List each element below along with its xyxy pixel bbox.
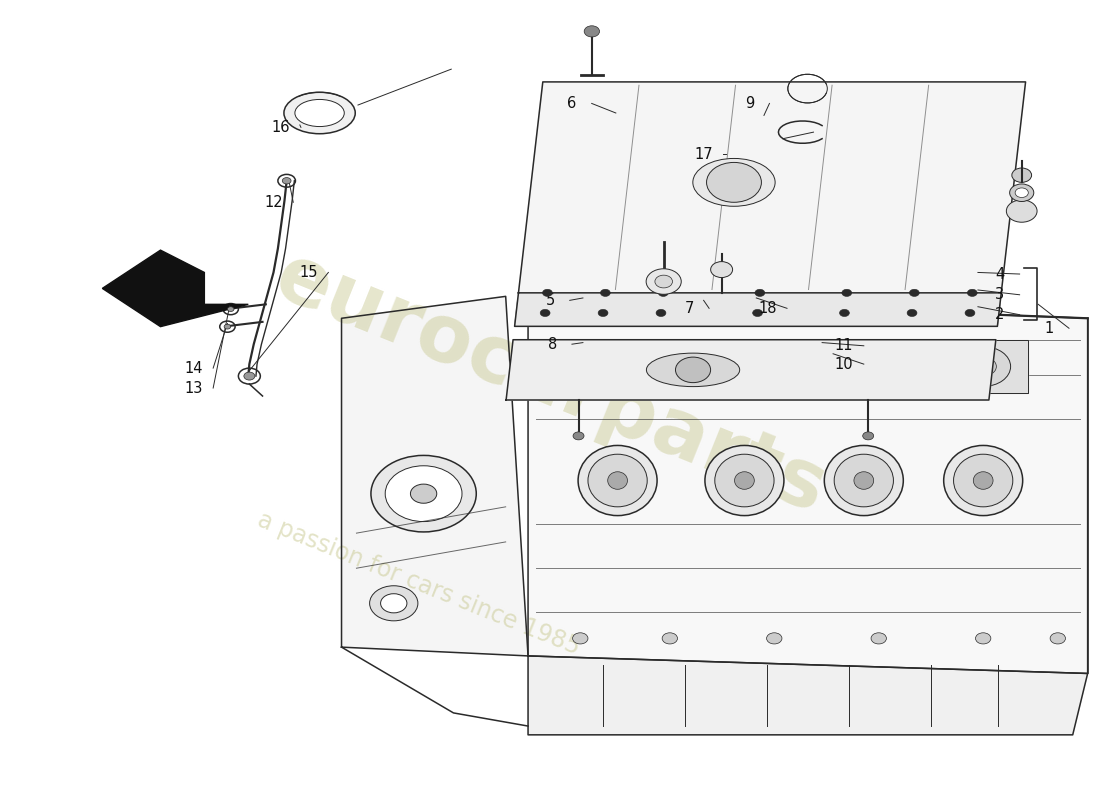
Circle shape [1015,188,1028,198]
Ellipse shape [284,92,355,134]
Circle shape [862,432,873,440]
Polygon shape [341,296,528,656]
Ellipse shape [579,446,657,515]
Ellipse shape [705,446,784,515]
Text: eurocarparts: eurocarparts [263,238,837,530]
Ellipse shape [834,454,893,507]
Text: 5: 5 [546,293,554,308]
Text: 7: 7 [684,301,694,316]
Circle shape [839,310,849,317]
Circle shape [604,357,630,376]
Text: 14: 14 [184,361,202,376]
Circle shape [752,310,762,317]
Polygon shape [700,340,789,393]
Ellipse shape [715,454,774,507]
Circle shape [371,455,476,532]
Ellipse shape [693,158,776,206]
Circle shape [717,346,772,386]
Circle shape [601,290,610,297]
Circle shape [584,26,600,37]
Circle shape [871,633,887,644]
Polygon shape [515,293,1001,326]
Circle shape [675,357,711,382]
Ellipse shape [647,353,739,386]
Circle shape [1010,184,1034,202]
Circle shape [836,346,891,386]
Circle shape [706,162,761,202]
Circle shape [1050,633,1066,644]
Circle shape [542,290,552,297]
Ellipse shape [735,472,755,490]
Ellipse shape [854,472,873,490]
Text: 2: 2 [996,307,1004,322]
Circle shape [540,310,550,317]
Polygon shape [102,250,249,326]
Circle shape [767,633,782,644]
Text: 17: 17 [694,147,713,162]
Circle shape [381,594,407,613]
Polygon shape [515,299,1001,326]
Polygon shape [528,296,1088,674]
Text: 15: 15 [299,265,318,280]
Circle shape [1012,168,1032,182]
Polygon shape [506,340,996,400]
Circle shape [228,306,234,311]
Circle shape [732,357,758,376]
Circle shape [224,324,231,329]
Polygon shape [938,340,1027,393]
Ellipse shape [607,472,627,490]
Circle shape [283,178,292,184]
Circle shape [646,269,681,294]
Circle shape [850,357,877,376]
Circle shape [662,633,678,644]
Text: 8: 8 [548,337,557,352]
Circle shape [591,346,645,386]
Circle shape [244,372,255,380]
Circle shape [967,290,977,297]
Circle shape [842,290,851,297]
Text: 4: 4 [996,266,1004,282]
Text: 13: 13 [184,381,202,395]
Ellipse shape [954,454,1013,507]
Text: 3: 3 [996,287,1004,302]
Circle shape [1006,200,1037,222]
Polygon shape [820,340,909,393]
Ellipse shape [588,454,647,507]
Circle shape [654,275,672,288]
Circle shape [970,357,997,376]
Circle shape [976,633,991,644]
Circle shape [908,310,917,317]
Circle shape [711,262,733,278]
Circle shape [573,432,584,440]
Circle shape [370,586,418,621]
Text: 1: 1 [1045,321,1054,336]
Circle shape [385,466,462,522]
Polygon shape [518,82,1025,293]
Ellipse shape [824,446,903,515]
Circle shape [755,290,764,297]
Text: 10: 10 [835,357,854,372]
Text: 18: 18 [758,301,777,316]
Circle shape [965,310,975,317]
Text: a passion for cars since 1985: a passion for cars since 1985 [254,507,583,659]
Ellipse shape [944,446,1023,515]
Text: 6: 6 [568,96,576,111]
Text: 16: 16 [272,120,290,135]
Text: 12: 12 [264,194,283,210]
Ellipse shape [295,99,344,126]
Circle shape [656,310,666,317]
Circle shape [659,290,668,297]
Text: 9: 9 [745,96,755,111]
Circle shape [956,346,1011,386]
Ellipse shape [974,472,993,490]
Circle shape [410,484,437,503]
Text: 11: 11 [835,338,854,354]
Circle shape [910,290,920,297]
Polygon shape [528,656,1088,735]
Circle shape [573,633,588,644]
Circle shape [598,310,608,317]
Polygon shape [573,340,662,393]
